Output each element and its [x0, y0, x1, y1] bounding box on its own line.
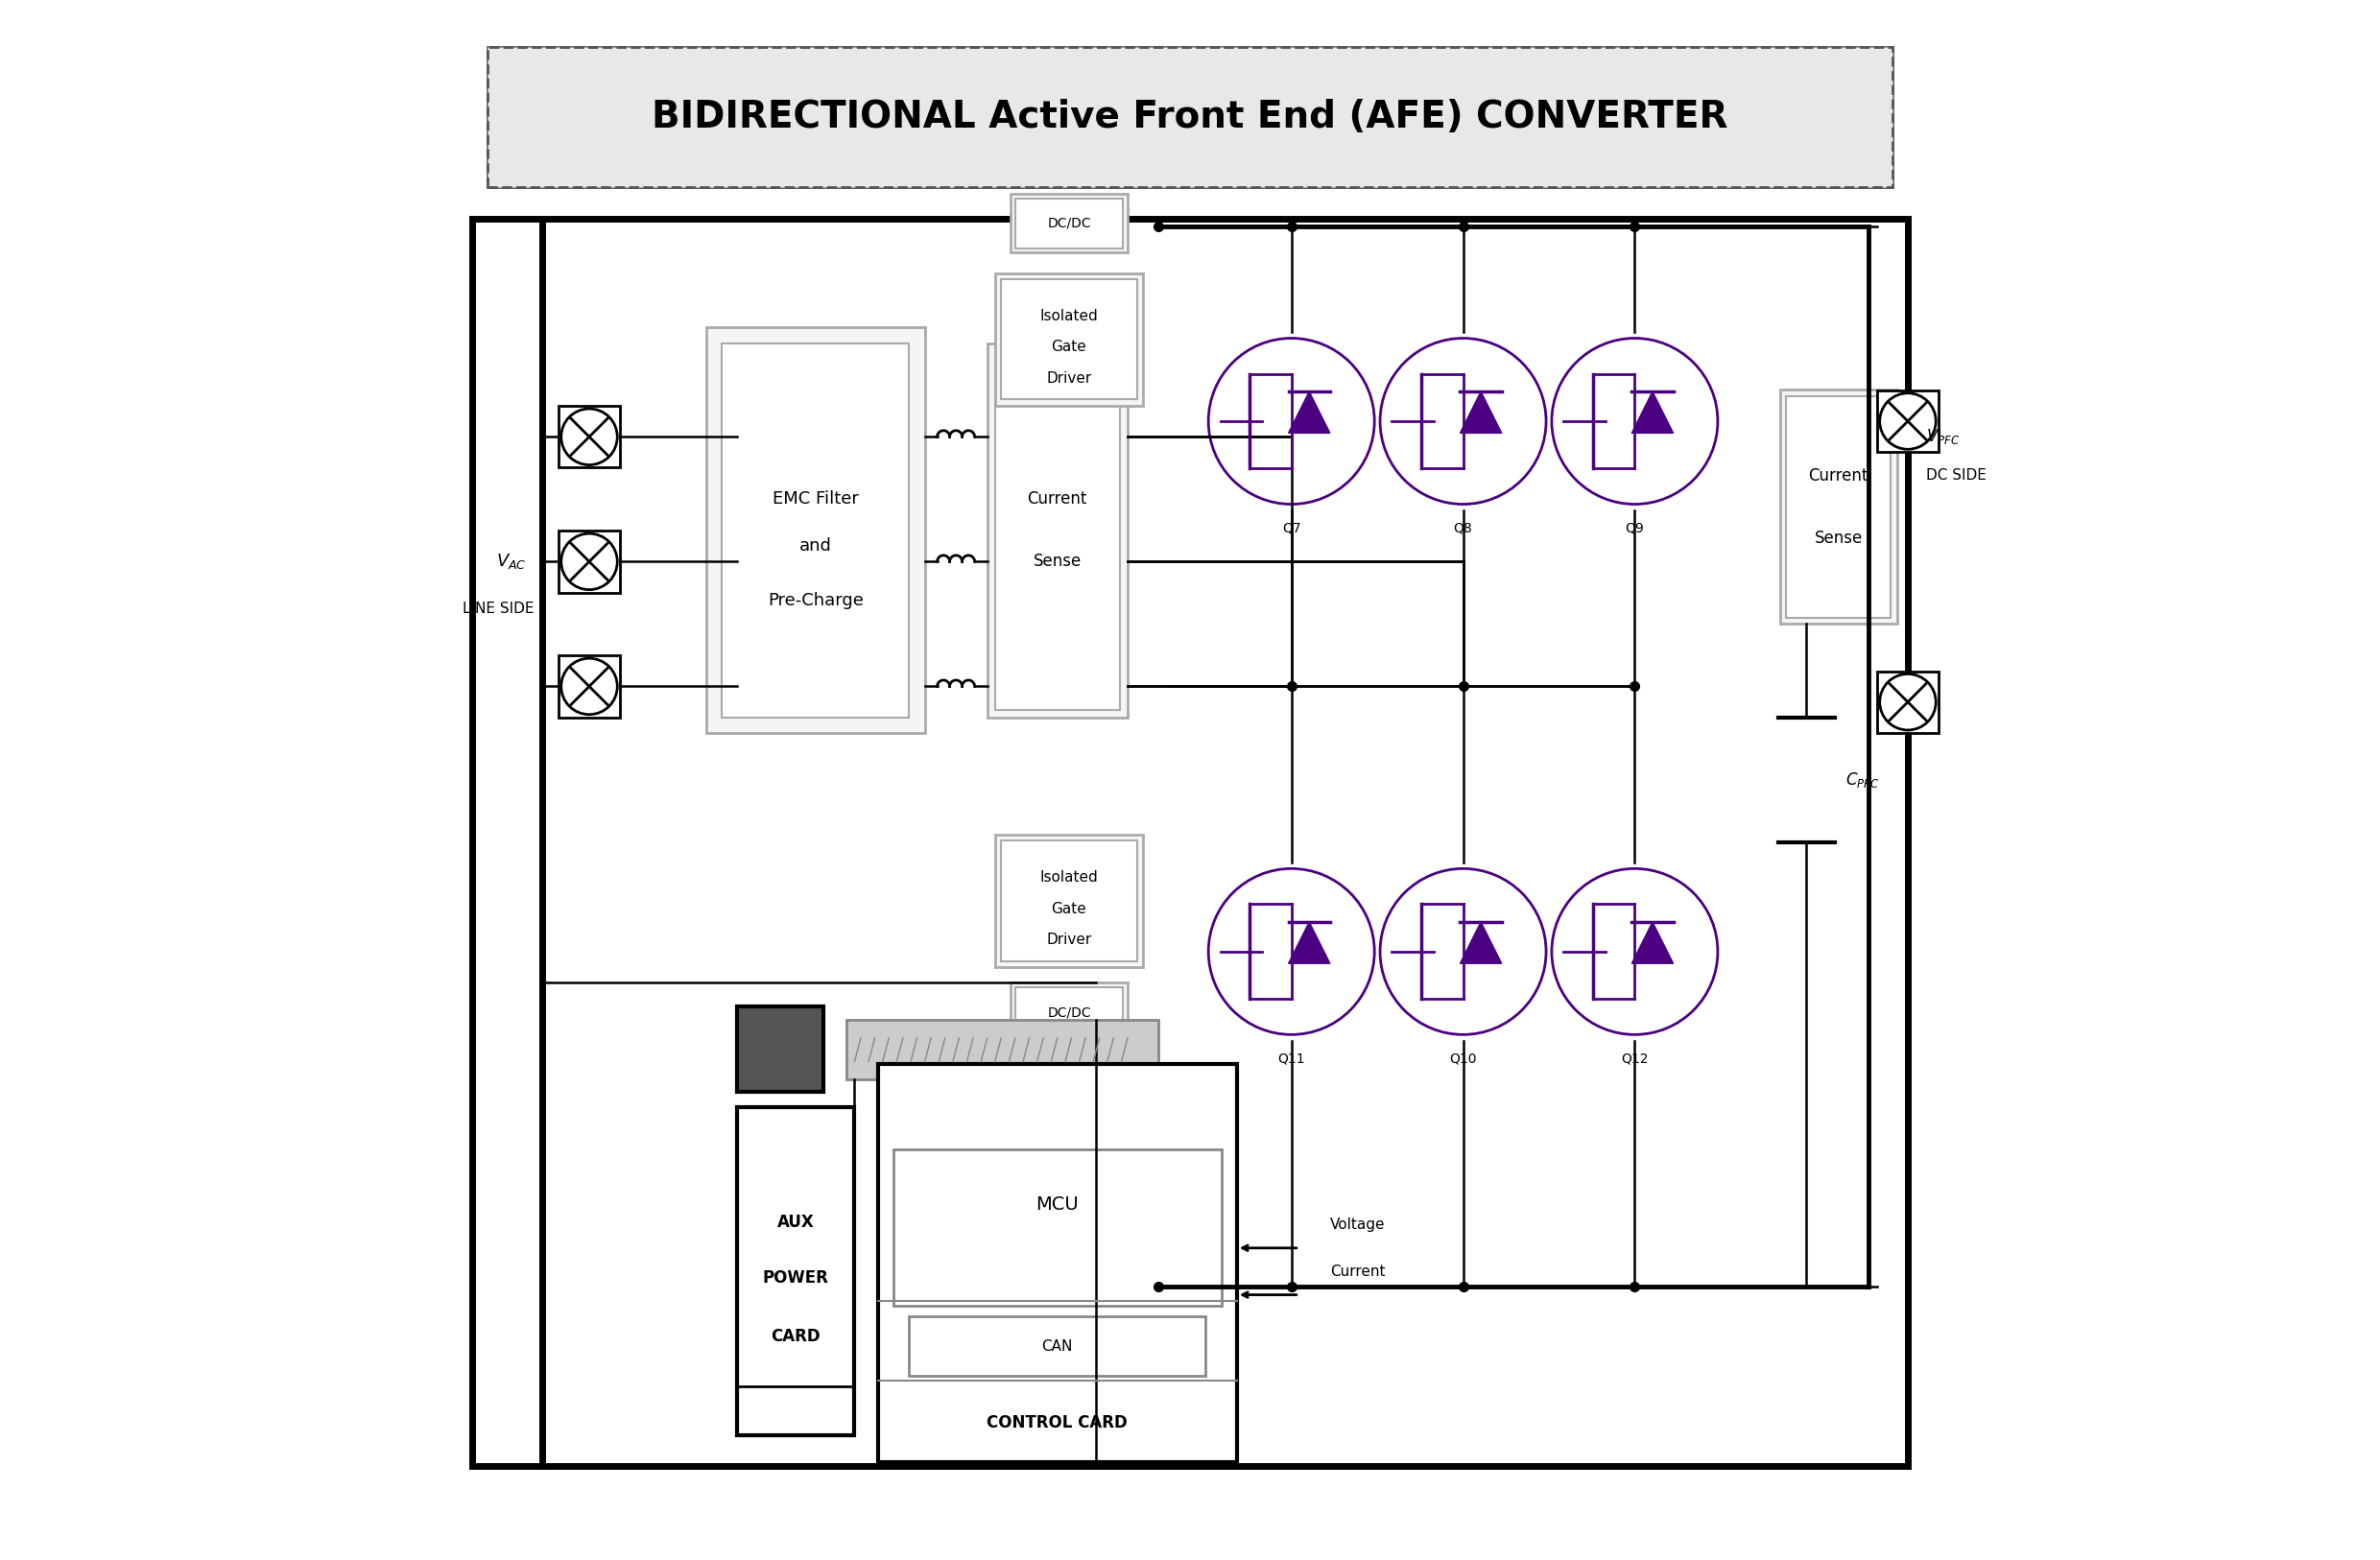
FancyBboxPatch shape [995, 273, 1142, 406]
Text: and: and [800, 537, 831, 555]
Text: CARD: CARD [771, 1328, 821, 1346]
Text: Driver: Driver [1047, 933, 1092, 947]
Text: DC/DC: DC/DC [1047, 217, 1090, 229]
Polygon shape [1459, 392, 1502, 434]
Circle shape [562, 658, 616, 714]
FancyBboxPatch shape [559, 530, 621, 593]
FancyBboxPatch shape [738, 1108, 854, 1435]
Text: Isolated: Isolated [1040, 870, 1097, 885]
Text: Q9: Q9 [1626, 521, 1645, 535]
Text: Current: Current [1028, 490, 1088, 509]
Text: EMC Filter: EMC Filter [774, 490, 859, 509]
FancyBboxPatch shape [988, 343, 1128, 718]
FancyBboxPatch shape [1878, 671, 1940, 733]
Text: CONTROL CARD: CONTROL CARD [988, 1413, 1128, 1432]
FancyBboxPatch shape [738, 1006, 823, 1092]
Text: $V_{AC}$: $V_{AC}$ [495, 552, 526, 571]
Text: Sense: Sense [1814, 529, 1864, 548]
Text: CAN: CAN [1042, 1338, 1073, 1354]
Text: Current: Current [1809, 466, 1868, 485]
Text: Isolated: Isolated [1040, 309, 1097, 323]
Polygon shape [1633, 922, 1673, 964]
Text: Q7: Q7 [1283, 521, 1302, 535]
Polygon shape [1288, 392, 1330, 434]
Polygon shape [1459, 922, 1502, 964]
FancyBboxPatch shape [1012, 983, 1128, 1042]
Text: $C_{PFC}$: $C_{PFC}$ [1844, 771, 1880, 789]
FancyBboxPatch shape [1785, 396, 1890, 618]
FancyBboxPatch shape [1012, 193, 1128, 253]
FancyBboxPatch shape [909, 1317, 1207, 1376]
FancyBboxPatch shape [488, 47, 1892, 187]
Text: Voltage: Voltage [1330, 1217, 1385, 1232]
Circle shape [1880, 674, 1935, 730]
Text: Pre-Charge: Pre-Charge [769, 591, 864, 610]
FancyBboxPatch shape [559, 406, 621, 468]
FancyBboxPatch shape [878, 1064, 1238, 1462]
Text: Q10: Q10 [1449, 1051, 1476, 1065]
Polygon shape [1288, 922, 1330, 964]
FancyBboxPatch shape [707, 328, 926, 733]
FancyBboxPatch shape [1780, 390, 1897, 624]
Text: LINE SIDE: LINE SIDE [464, 601, 536, 616]
FancyBboxPatch shape [892, 1150, 1221, 1306]
FancyBboxPatch shape [995, 835, 1142, 967]
FancyBboxPatch shape [721, 343, 909, 718]
Circle shape [562, 409, 616, 465]
Text: Q8: Q8 [1454, 521, 1473, 535]
Text: MCU: MCU [1035, 1195, 1078, 1214]
FancyBboxPatch shape [488, 47, 1892, 187]
FancyBboxPatch shape [1016, 198, 1123, 248]
Text: Current: Current [1330, 1264, 1385, 1279]
Text: Gate: Gate [1052, 340, 1088, 354]
FancyBboxPatch shape [471, 218, 1909, 1466]
FancyBboxPatch shape [995, 351, 1119, 710]
FancyBboxPatch shape [559, 655, 621, 718]
Text: Sense: Sense [1033, 552, 1081, 571]
Text: $V_{PFC}$: $V_{PFC}$ [1925, 427, 1961, 446]
FancyBboxPatch shape [847, 1020, 1159, 1080]
FancyBboxPatch shape [1016, 987, 1123, 1037]
Text: DC/DC: DC/DC [1047, 1006, 1090, 1019]
Circle shape [562, 534, 616, 590]
FancyBboxPatch shape [1878, 390, 1940, 452]
FancyBboxPatch shape [1002, 841, 1138, 961]
Text: Q11: Q11 [1278, 1051, 1304, 1065]
Text: Driver: Driver [1047, 371, 1092, 385]
Text: BIDIRECTIONAL Active Front End (AFE) CONVERTER: BIDIRECTIONAL Active Front End (AFE) CON… [652, 98, 1728, 136]
Text: POWER: POWER [764, 1270, 828, 1287]
Circle shape [1880, 393, 1935, 449]
Polygon shape [1633, 392, 1673, 434]
FancyBboxPatch shape [1002, 279, 1138, 399]
Text: AUX: AUX [778, 1214, 814, 1231]
Text: Q12: Q12 [1621, 1051, 1649, 1065]
Text: DC SIDE: DC SIDE [1925, 468, 1987, 484]
Text: Gate: Gate [1052, 902, 1088, 916]
